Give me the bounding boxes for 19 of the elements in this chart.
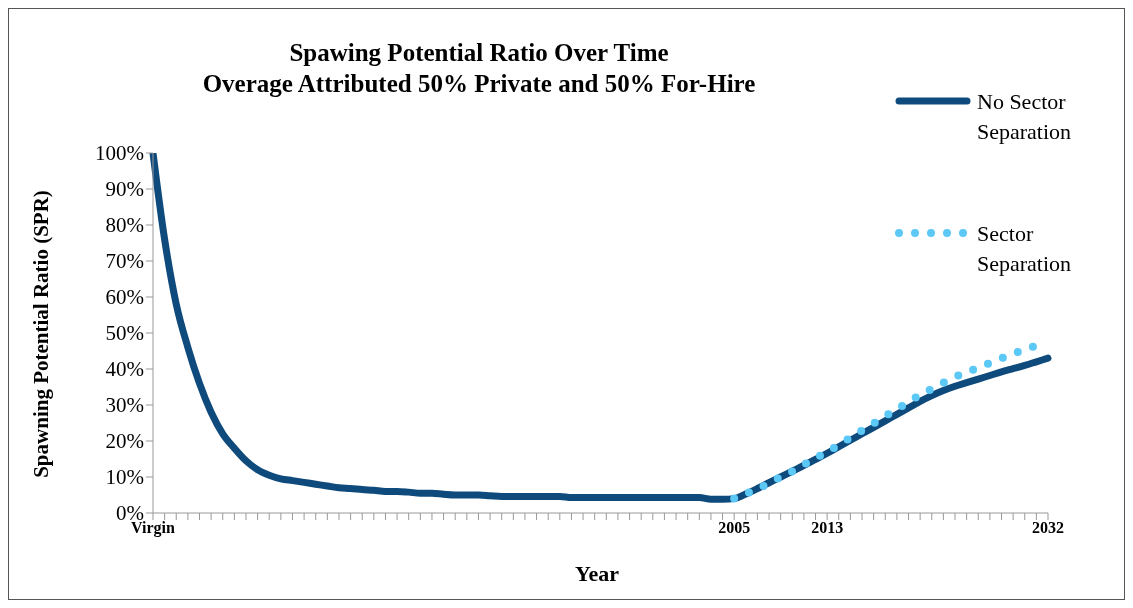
y-tick-label: 40% xyxy=(105,357,144,382)
y-tick-label: 10% xyxy=(105,465,144,490)
chart-subtitle: Overage Attributed 50% Private and 50% For-Hire xyxy=(201,69,757,99)
x-tick-label: 2013 xyxy=(811,519,844,537)
x-tick-label: 2005 xyxy=(718,519,751,537)
y-axis-title: Spawning Potential Ratio (SPR) xyxy=(28,190,54,478)
x-axis-title: Year xyxy=(574,561,620,587)
y-tick-label: 100% xyxy=(95,141,144,166)
y-tick-label: 70% xyxy=(105,249,144,274)
y-tick-label: 60% xyxy=(105,285,144,310)
y-tick-label: 80% xyxy=(105,213,144,238)
y-tick-label: 20% xyxy=(105,429,144,454)
chart-title: Spawing Potential Ratio Over Time xyxy=(288,38,670,68)
y-tick-label: 30% xyxy=(105,393,144,418)
legend-label: Sector Separation xyxy=(977,220,1073,278)
y-tick-label: 50% xyxy=(105,321,144,346)
x-tick-label: 2032 xyxy=(1032,519,1064,537)
y-tick-label: 90% xyxy=(105,177,144,202)
legend-label: No Sector Separation xyxy=(977,88,1073,146)
